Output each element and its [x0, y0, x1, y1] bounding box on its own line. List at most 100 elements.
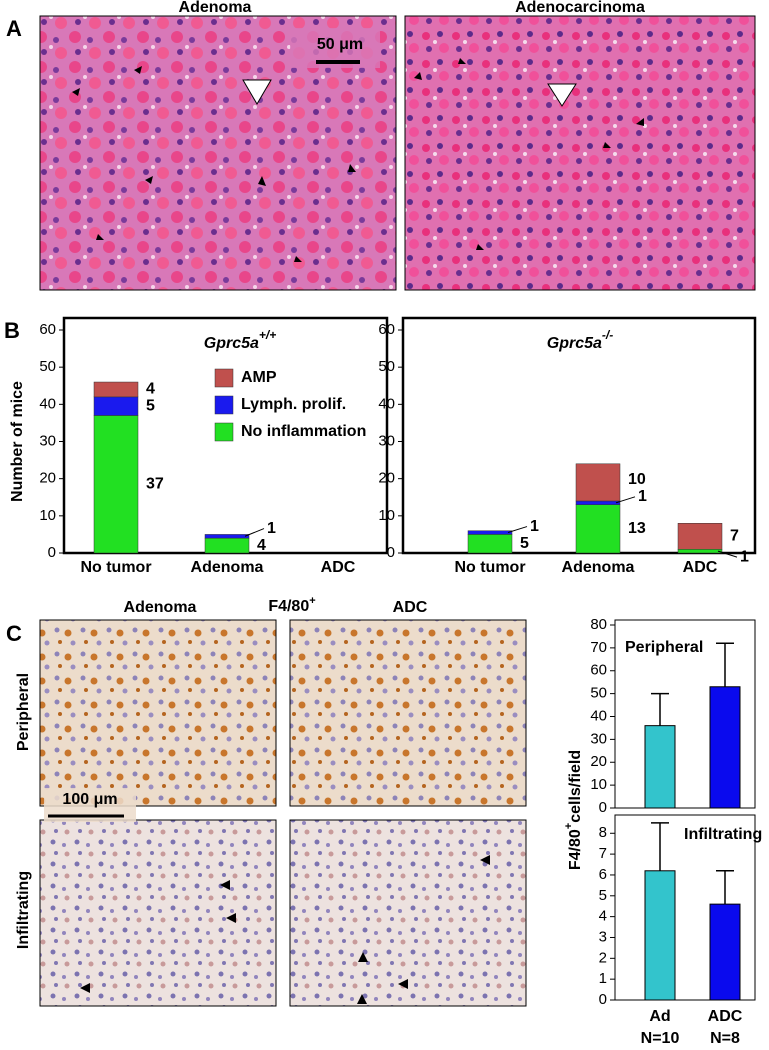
y-tick-label: 50	[378, 358, 395, 375]
value-label: 1	[530, 518, 539, 535]
bar-segment	[575, 500, 621, 505]
bar-segment	[677, 549, 723, 554]
x-tick-label: ADC	[321, 559, 356, 576]
title-sup: +/+	[259, 328, 276, 342]
marker-label: F4/80+	[268, 595, 315, 615]
bar	[644, 870, 676, 1001]
y-tick-label: 0	[599, 799, 607, 816]
micrograph	[289, 819, 527, 1007]
y-tick-label: 2	[599, 949, 607, 966]
y-label-sup: +	[563, 823, 575, 829]
y-tick-label: 60	[39, 321, 56, 338]
legend-label: No inflammation	[241, 423, 366, 440]
leader-line	[717, 550, 738, 558]
x-tick-label: Adenoma	[191, 559, 264, 576]
leader-line	[615, 496, 636, 504]
panel-annotation: Peripheral	[625, 639, 703, 656]
y-axis-label: Number of mice	[9, 381, 26, 502]
value-label: 5	[520, 535, 529, 552]
arrows	[80, 855, 490, 1004]
x-tick-label: ADC	[683, 559, 718, 576]
bar-segment	[204, 537, 250, 554]
bar-segment	[467, 534, 513, 554]
legend-swatch	[214, 368, 234, 388]
y-tick-label: 20	[39, 470, 56, 487]
marker-sup: +	[309, 595, 315, 607]
y-tick-label: 10	[39, 507, 56, 524]
bar-segment	[93, 415, 139, 554]
image-title: Adenocarcinoma	[515, 0, 645, 16]
bar-segment	[93, 381, 139, 398]
value-label: 37	[146, 475, 164, 492]
x-tick-label: Ad	[649, 1008, 670, 1025]
bar	[709, 686, 741, 809]
y-tick-label: 1	[599, 970, 607, 987]
y-tick-label: 20	[378, 470, 395, 487]
scale-label: 100 μm	[62, 791, 117, 808]
y-tick-label: 70	[590, 639, 607, 656]
bar	[709, 903, 741, 1001]
value-label: 7	[730, 527, 739, 544]
y-tick-label: 10	[378, 507, 395, 524]
y-tick-label: 20	[590, 753, 607, 770]
micrograph	[39, 819, 277, 1007]
x-tick-label: Adenoma	[562, 559, 635, 576]
y-tick-label: 60	[590, 662, 607, 679]
y-tick-label: 60	[378, 321, 395, 338]
legend-label: Lymph. prolif.	[241, 396, 346, 413]
title-main: Gprc5a	[547, 335, 602, 352]
row-label: Infiltrating	[15, 871, 32, 949]
y-tick-label: 0	[599, 991, 607, 1008]
legend-label: AMP	[241, 369, 277, 386]
y-axis-label: F4/80+cells/field	[563, 750, 584, 870]
arrows	[72, 58, 644, 262]
y-label-main: F4/80	[567, 829, 584, 870]
row-label: Peripheral	[15, 673, 32, 751]
y-tick-label: 40	[378, 395, 395, 412]
y-tick-label: 30	[39, 432, 56, 449]
image-title: Adenoma	[179, 0, 252, 16]
arrowhead	[242, 79, 272, 105]
y-tick-label: 0	[387, 544, 395, 561]
y-tick-label: 80	[590, 616, 607, 633]
value-label: 4	[257, 537, 266, 554]
arrowhead	[547, 83, 577, 107]
y-tick-label: 10	[590, 776, 607, 793]
panel-letter: A	[6, 16, 22, 41]
value-label: 1	[740, 548, 749, 565]
bar-segment	[575, 504, 621, 554]
legend-swatch	[214, 422, 234, 442]
y-tick-label: 50	[39, 358, 56, 375]
value-label: 4	[146, 380, 155, 397]
micrograph	[404, 15, 756, 291]
legend-swatch	[214, 395, 234, 415]
chart-title: Gprc5a-/-	[547, 328, 613, 352]
bar-segment	[93, 396, 139, 416]
leader-line	[507, 526, 528, 534]
plot-frame	[614, 619, 756, 809]
y-tick-label: 8	[599, 824, 607, 841]
value-label: 5	[146, 397, 155, 414]
value-label: 13	[628, 520, 646, 537]
panel-letter: C	[6, 621, 22, 646]
panel-annotation: Infiltrating	[684, 826, 762, 843]
value-label: 10	[628, 471, 646, 488]
micrograph	[39, 619, 277, 807]
y-tick-label: 7	[599, 845, 607, 862]
y-label-rest: cells/field	[567, 750, 584, 823]
image-title: ADC	[393, 599, 428, 616]
bar-segment	[677, 523, 723, 550]
y-tick-label: 30	[590, 730, 607, 747]
x-tick-label: No tumor	[454, 559, 525, 576]
scale-label: 50 μm	[317, 36, 363, 53]
y-tick-label: 40	[39, 395, 56, 412]
title-main: Gprc5a	[204, 335, 259, 352]
value-label: 1	[638, 488, 647, 505]
y-tick-label: 3	[599, 928, 607, 945]
panel-letter: B	[4, 318, 20, 343]
bar-segment	[575, 463, 621, 502]
marker: F4/80	[268, 598, 309, 615]
image-title: Adenoma	[124, 599, 197, 616]
y-tick-label: 30	[378, 432, 395, 449]
